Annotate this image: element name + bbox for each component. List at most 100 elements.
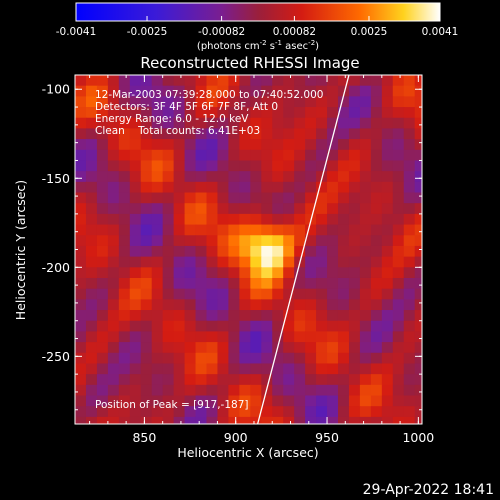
heatmap-cell <box>140 75 153 87</box>
heatmap-cell <box>85 374 98 386</box>
heatmap-cell <box>381 352 394 365</box>
heatmap-cell <box>283 395 295 407</box>
heatmap-cell <box>414 299 422 311</box>
heatmap-cell <box>107 331 120 343</box>
heatmap-cell <box>337 256 350 268</box>
heatmap-cell <box>85 395 98 407</box>
heatmap-cell <box>272 277 284 290</box>
heatmap-cell <box>228 310 240 322</box>
heatmap-cell <box>348 171 361 183</box>
heatmap-cell <box>129 235 142 247</box>
heatmap-cell <box>228 117 240 130</box>
heatmap-cell <box>316 160 328 172</box>
heatmap-cell <box>283 277 295 290</box>
heatmap-cell <box>184 342 197 354</box>
heatmap-cell <box>414 128 422 140</box>
chart-title: Reconstructed RHESSI Image <box>140 54 359 72</box>
heatmap-cell <box>140 181 153 194</box>
heatmap-cell <box>239 331 251 343</box>
heatmap-cell <box>272 139 284 151</box>
heatmap-cell <box>217 342 230 354</box>
heatmap-cell <box>239 128 251 140</box>
heatmap-cell <box>195 352 208 365</box>
heatmap-cell <box>250 139 262 151</box>
heatmap-cell <box>228 85 240 97</box>
heatmap-cell <box>85 310 98 322</box>
heatmap-cell <box>348 117 361 130</box>
heatmap-cell <box>261 235 273 247</box>
heatmap-cell <box>414 235 422 247</box>
heatmap-cell <box>337 267 350 279</box>
heatmap-cell <box>359 416 372 424</box>
heatmap-cell <box>184 277 197 290</box>
heatmap-cell <box>85 96 98 108</box>
heatmap-cell <box>403 406 416 418</box>
heatmap-cell <box>195 213 208 226</box>
heatmap-cell <box>327 128 339 140</box>
heatmap-cell <box>162 256 175 268</box>
heatmap-cell <box>283 288 295 300</box>
heatmap-cell <box>239 149 251 162</box>
heatmap-cell <box>250 288 262 300</box>
heatmap-cell <box>414 342 422 354</box>
heatmap-cell <box>414 416 422 424</box>
heatmap-cell <box>294 342 306 354</box>
heatmap-cell <box>75 406 87 418</box>
heatmap-cell <box>392 224 405 236</box>
heatmap-cell <box>359 85 372 97</box>
heatmap-cell <box>239 267 251 279</box>
heatmap-cell <box>96 320 109 333</box>
heatmap-cell <box>305 363 317 375</box>
heatmap-cell <box>294 352 306 365</box>
heatmap-cell <box>96 267 109 279</box>
heatmap-cell <box>195 139 208 151</box>
heatmap-cell <box>107 171 120 183</box>
limb-line <box>257 75 350 424</box>
heatmap-cell <box>305 96 317 108</box>
heatmap-cell <box>85 192 98 204</box>
heatmap-cell <box>294 395 306 407</box>
heatmap-cell <box>414 267 422 279</box>
heatmap-cell <box>305 245 317 258</box>
heatmap-cell <box>184 192 197 204</box>
heatmap-cell <box>206 416 219 424</box>
heatmap-cell <box>206 288 219 300</box>
heatmap-cell <box>327 171 339 183</box>
heatmap-cell <box>228 374 240 386</box>
heatmap-cell <box>162 288 175 300</box>
heatmap-cell <box>283 224 295 236</box>
colorbar-units: (photons cm-2 s-1 asec-2) <box>197 39 319 52</box>
heatmap-cell <box>381 128 394 140</box>
heatmap-cell <box>217 224 230 236</box>
x-tick-label: 1000 <box>402 430 434 445</box>
heatmap-cell <box>327 299 339 311</box>
heatmap-cell <box>305 149 317 162</box>
heatmap-cell <box>206 299 219 311</box>
heatmap-cell <box>414 181 422 194</box>
heatmap-cell <box>129 374 142 386</box>
heatmap-cell <box>327 245 339 258</box>
heatmap-cell <box>359 395 372 407</box>
heatmap-cell <box>283 342 295 354</box>
colorbar <box>75 2 441 22</box>
heatmap-cell <box>118 75 131 87</box>
heatmap-cell <box>140 384 153 397</box>
heatmap-cell <box>359 245 372 258</box>
heatmap-cell <box>316 139 328 151</box>
heatmap-cell <box>162 149 175 162</box>
heatmap-cell <box>85 160 98 172</box>
heatmap-cell <box>217 310 230 322</box>
heatmap-cell <box>173 267 186 279</box>
heatmap-cell <box>162 342 175 354</box>
heatmap-cell <box>337 213 350 226</box>
heatmap-cell <box>107 374 120 386</box>
heatmap-cell <box>85 288 98 300</box>
heatmap-cell <box>195 331 208 343</box>
heatmap-cell <box>294 171 306 183</box>
heatmap-cell <box>327 224 339 236</box>
heatmap-cell <box>392 245 405 258</box>
heatmap-cell <box>228 75 240 87</box>
heatmap-cell <box>294 320 306 333</box>
heatmap-cell <box>392 320 405 333</box>
heatmap-cell <box>184 85 197 97</box>
